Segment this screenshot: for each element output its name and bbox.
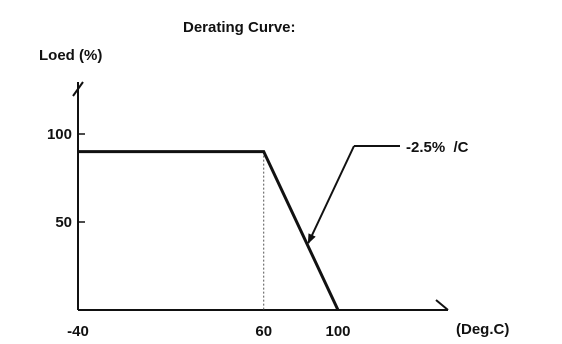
x-tick-label: 100: [325, 323, 350, 340]
slope-annotation: -2.5% /C: [406, 139, 469, 156]
y-axis-break: [72, 81, 84, 97]
y-axis-label: Loed (%): [39, 47, 102, 64]
x-axis-break: [435, 299, 449, 311]
chart-title: Derating Curve:: [183, 19, 296, 36]
y-tick-label: 50: [55, 214, 72, 231]
derating-curve: [78, 150, 340, 311]
x-tick-label: -40: [67, 323, 89, 340]
y-tick-label: 100: [47, 126, 72, 143]
x-axis-label: (Deg.C): [456, 321, 509, 338]
annotation-pointer: [307, 145, 355, 245]
x-tick-label: 60: [255, 323, 272, 340]
